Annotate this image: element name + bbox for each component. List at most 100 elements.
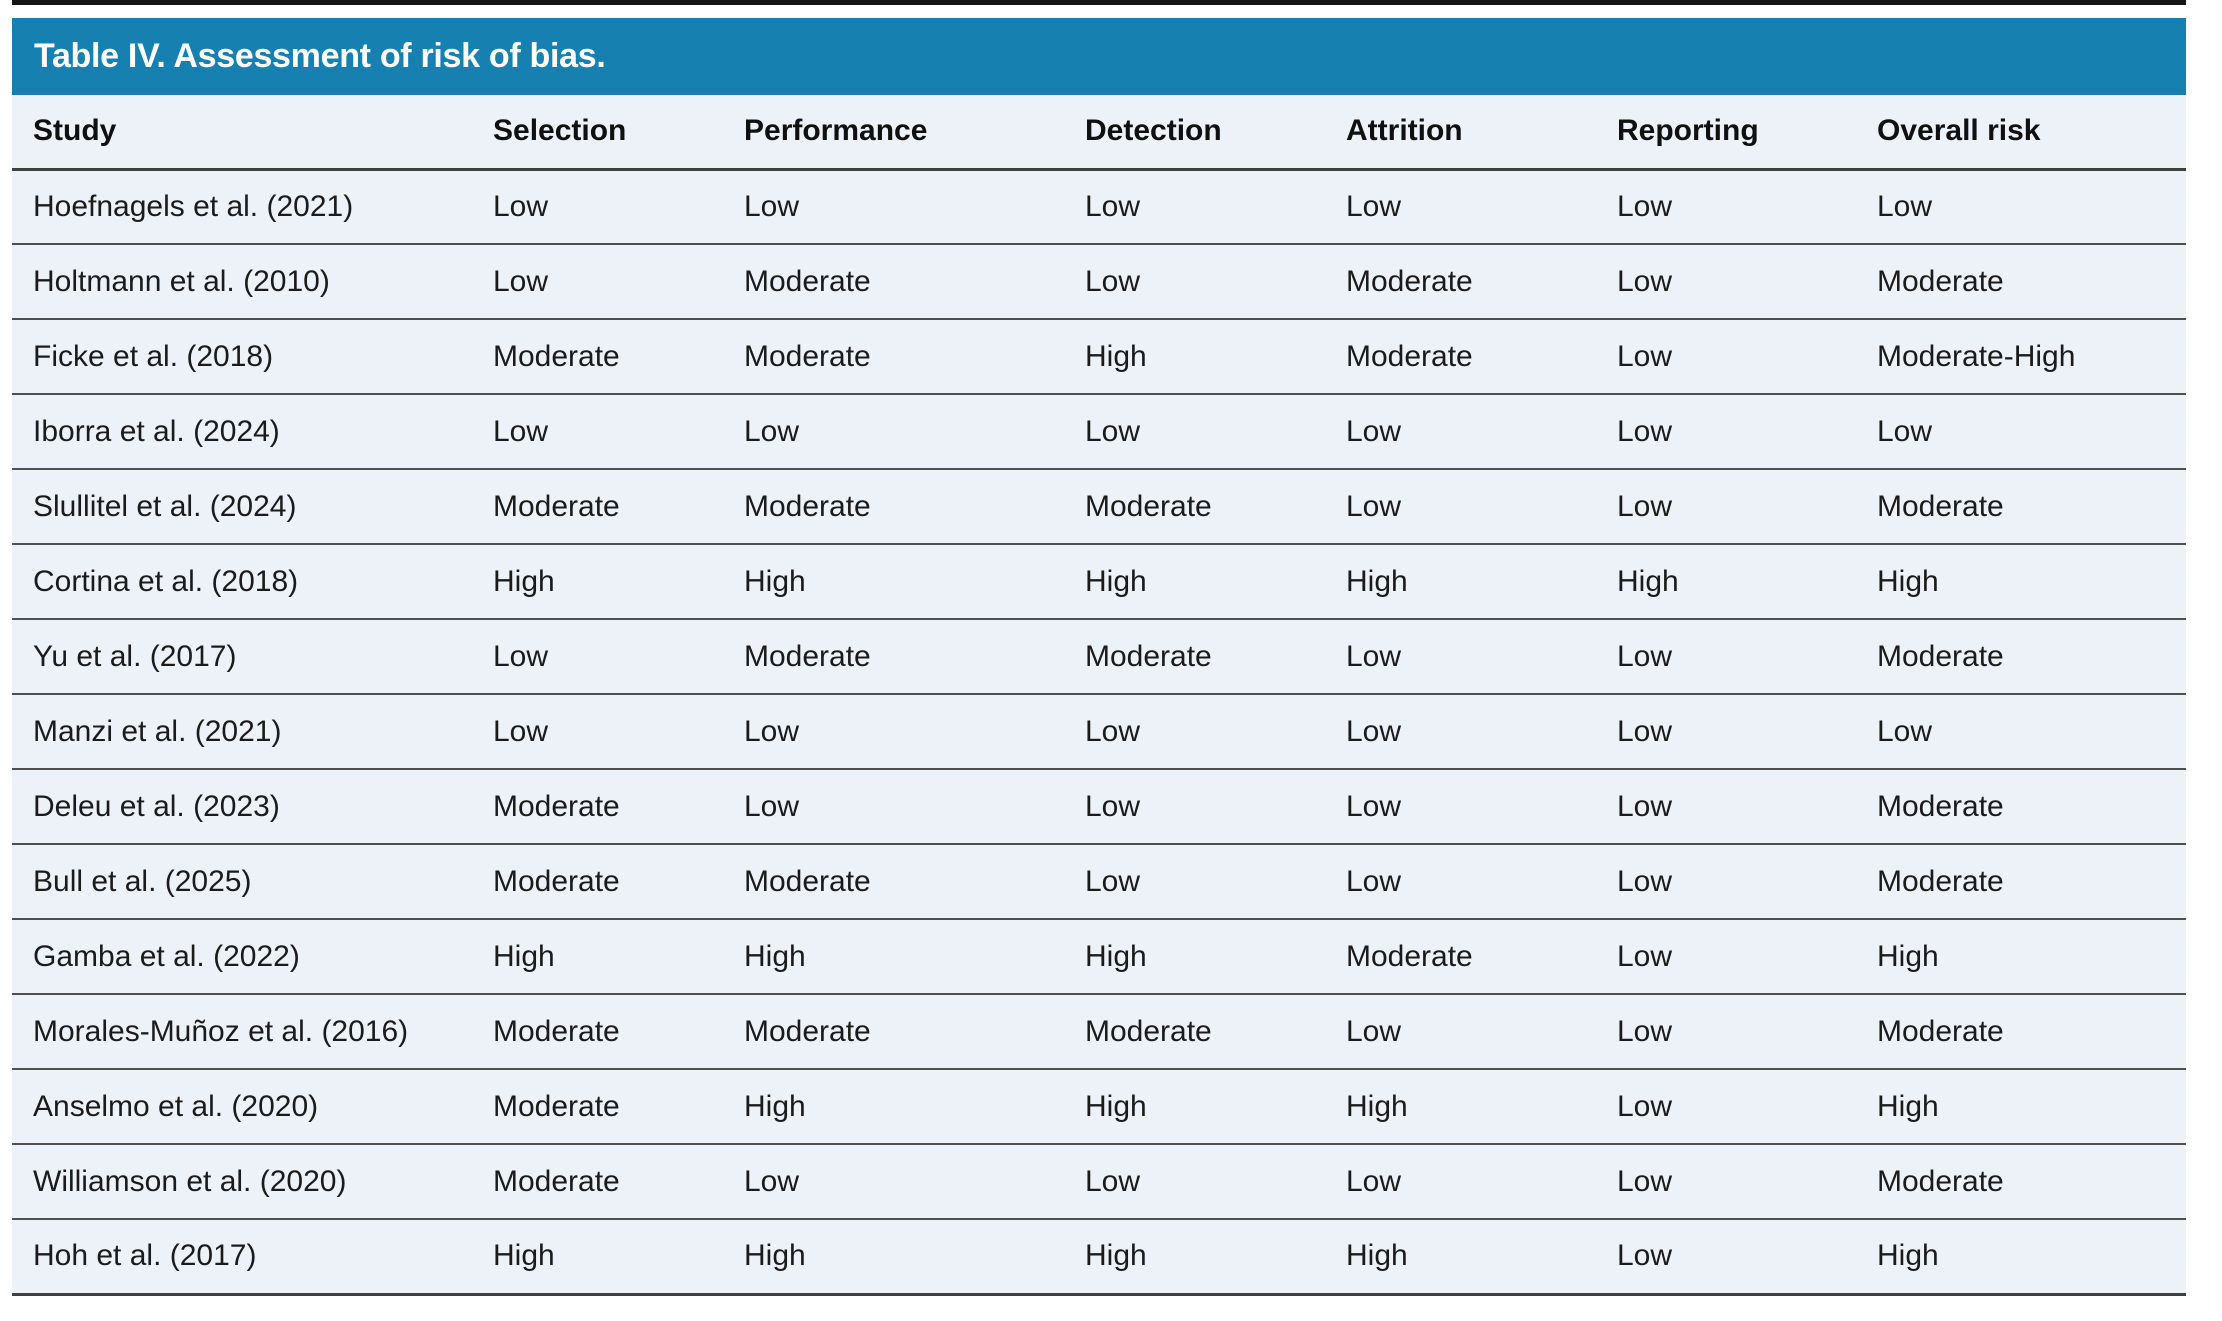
cell-reporting: Low bbox=[1596, 244, 1856, 320]
cell-overall-risk: Moderate bbox=[1856, 1144, 2186, 1220]
table-row: Holtmann et al. (2010) Low Moderate Low Mode… bbox=[12, 244, 2186, 320]
cell-attrition: Low bbox=[1325, 619, 1596, 695]
cell-detection: Moderate bbox=[1064, 994, 1325, 1070]
cell-performance: Moderate bbox=[723, 619, 1064, 695]
cell-overall-risk: Low bbox=[1856, 394, 2186, 470]
table-row: Morales-Muñoz et al. (2016) Moderate Moder… bbox=[12, 994, 2186, 1070]
table-row: Anselmo et al. (2020) Moderate High High Hig… bbox=[12, 1069, 2186, 1145]
cell-detection: Low bbox=[1064, 769, 1325, 845]
cell-performance: Moderate bbox=[723, 244, 1064, 320]
cell-overall-risk: Moderate bbox=[1856, 994, 2186, 1070]
cell-study: Deleu et al. (2023) bbox=[12, 769, 472, 845]
cell-performance: Low bbox=[723, 394, 1064, 470]
cell-overall-risk: High bbox=[1856, 1219, 2186, 1296]
cell-study: Cortina et al. (2018) bbox=[12, 544, 472, 620]
cell-performance: Low bbox=[723, 694, 1064, 770]
cell-performance: High bbox=[723, 1069, 1064, 1145]
cell-performance: Low bbox=[723, 169, 1064, 245]
cell-detection: High bbox=[1064, 919, 1325, 995]
table-row: Bull et al. (2025) Moderate Moderate Low Low… bbox=[12, 844, 2186, 920]
table-title-bar: Table IV. Assessment of risk of bias. bbox=[12, 18, 2186, 95]
cell-selection: Moderate bbox=[472, 994, 723, 1070]
cell-performance: Moderate bbox=[723, 469, 1064, 545]
table-row: Hoh et al. (2017) High High High High Low High bbox=[12, 1219, 2186, 1296]
cell-selection: Moderate bbox=[472, 469, 723, 545]
cell-attrition: Low bbox=[1325, 169, 1596, 245]
cell-attrition: Low bbox=[1325, 694, 1596, 770]
cell-attrition: Moderate bbox=[1325, 244, 1596, 320]
cell-selection: Low bbox=[472, 694, 723, 770]
table-body: Hoefnagels et al. (2021) Low Low Low Low Low L… bbox=[12, 169, 2186, 1296]
table-row: Deleu et al. (2023) Moderate Low Low Low Low M… bbox=[12, 769, 2186, 845]
cell-overall-risk: Moderate bbox=[1856, 619, 2186, 695]
cell-overall-risk: Moderate-High bbox=[1856, 319, 2186, 395]
cell-performance: Moderate bbox=[723, 844, 1064, 920]
cell-detection: Low bbox=[1064, 844, 1325, 920]
cell-overall-risk: Moderate bbox=[1856, 769, 2186, 845]
cell-study: Hoh et al. (2017) bbox=[12, 1219, 472, 1296]
cell-reporting: Low bbox=[1596, 469, 1856, 545]
cell-selection: Low bbox=[472, 394, 723, 470]
column-header-detection: Detection bbox=[1064, 95, 1325, 171]
column-header-selection: Selection bbox=[472, 95, 723, 171]
column-header-overall-risk: Overall risk bbox=[1856, 95, 2186, 171]
cell-study: Iborra et al. (2024) bbox=[12, 394, 472, 470]
column-header-attrition: Attrition bbox=[1325, 95, 1596, 171]
cell-attrition: Moderate bbox=[1325, 319, 1596, 395]
cell-reporting: Low bbox=[1596, 994, 1856, 1070]
cell-detection: Low bbox=[1064, 1144, 1325, 1220]
cell-overall-risk: Low bbox=[1856, 694, 2186, 770]
cell-overall-risk: High bbox=[1856, 919, 2186, 995]
cell-overall-risk: Moderate bbox=[1856, 244, 2186, 320]
cell-reporting: Low bbox=[1596, 1069, 1856, 1145]
cell-attrition: High bbox=[1325, 1069, 1596, 1145]
cell-attrition: High bbox=[1325, 544, 1596, 620]
cell-selection: Moderate bbox=[472, 1144, 723, 1220]
cell-reporting: Low bbox=[1596, 169, 1856, 245]
cell-performance: Low bbox=[723, 769, 1064, 845]
cell-detection: Low bbox=[1064, 244, 1325, 320]
cell-study: Manzi et al. (2021) bbox=[12, 694, 472, 770]
cell-selection: Moderate bbox=[472, 844, 723, 920]
cell-attrition: Low bbox=[1325, 844, 1596, 920]
cell-overall-risk: High bbox=[1856, 1069, 2186, 1145]
cell-reporting: Low bbox=[1596, 1144, 1856, 1220]
table-row: Gamba et al. (2022) High High High Moderate L… bbox=[12, 919, 2186, 995]
cell-attrition: Low bbox=[1325, 769, 1596, 845]
cell-study: Ficke et al. (2018) bbox=[12, 319, 472, 395]
column-header-reporting: Reporting bbox=[1596, 95, 1856, 171]
cell-study: Holtmann et al. (2010) bbox=[12, 244, 472, 320]
cell-attrition: Low bbox=[1325, 469, 1596, 545]
cell-study: Bull et al. (2025) bbox=[12, 844, 472, 920]
cell-reporting: Low bbox=[1596, 769, 1856, 845]
cell-reporting: Low bbox=[1596, 694, 1856, 770]
cell-study: Hoefnagels et al. (2021) bbox=[12, 169, 472, 245]
top-rule bbox=[12, 0, 2186, 5]
cell-detection: Moderate bbox=[1064, 469, 1325, 545]
table-title: Table IV. Assessment of risk of bias. bbox=[34, 37, 606, 75]
table-row: Iborra et al. (2024) Low Low Low Low Low Low bbox=[12, 394, 2186, 470]
cell-overall-risk: Moderate bbox=[1856, 844, 2186, 920]
table-row: Cortina et al. (2018) High High High High Hig… bbox=[12, 544, 2186, 620]
cell-study: Slullitel et al. (2024) bbox=[12, 469, 472, 545]
cell-detection: High bbox=[1064, 319, 1325, 395]
table-row: Yu et al. (2017) Low Moderate Moderate Low Lo… bbox=[12, 619, 2186, 695]
cell-selection: High bbox=[472, 544, 723, 620]
cell-study: Williamson et al. (2020) bbox=[12, 1144, 472, 1220]
cell-detection: Low bbox=[1064, 394, 1325, 470]
cell-overall-risk: High bbox=[1856, 544, 2186, 620]
cell-study: Anselmo et al. (2020) bbox=[12, 1069, 472, 1145]
cell-selection: Moderate bbox=[472, 1069, 723, 1145]
cell-detection: Low bbox=[1064, 169, 1325, 245]
column-header-study: Study bbox=[12, 95, 472, 171]
risk-of-bias-table: Study Selection Performance Detection At… bbox=[12, 95, 2186, 1296]
cell-selection: High bbox=[472, 919, 723, 995]
cell-study: Gamba et al. (2022) bbox=[12, 919, 472, 995]
cell-reporting: Low bbox=[1596, 394, 1856, 470]
cell-performance: High bbox=[723, 1219, 1064, 1296]
table-row: Hoefnagels et al. (2021) Low Low Low Low Low L… bbox=[12, 169, 2186, 245]
cell-overall-risk: Low bbox=[1856, 169, 2186, 245]
cell-selection: Moderate bbox=[472, 769, 723, 845]
cell-reporting: High bbox=[1596, 544, 1856, 620]
cell-detection: High bbox=[1064, 544, 1325, 620]
